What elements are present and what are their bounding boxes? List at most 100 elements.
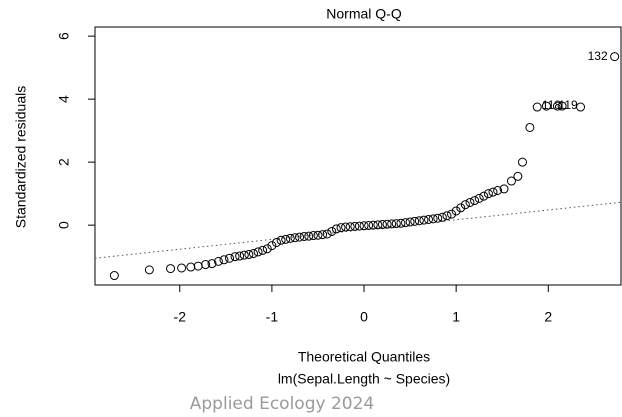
point (428, 214, 438, 224)
point (506, 176, 516, 186)
point (377, 220, 387, 230)
point (433, 213, 443, 223)
point (177, 263, 187, 273)
x-tick-label: 0 (360, 309, 368, 325)
point (424, 214, 434, 224)
point (493, 185, 503, 195)
point (290, 233, 300, 243)
point (262, 244, 272, 254)
point (576, 102, 586, 112)
point (488, 187, 498, 197)
point (253, 247, 263, 257)
point (368, 220, 378, 230)
point (235, 251, 245, 261)
point (276, 235, 286, 245)
point-label: 132 (588, 49, 608, 63)
x-tick-label: 2 (544, 309, 552, 325)
point (451, 206, 461, 216)
point (456, 203, 466, 213)
reference-line (94, 201, 622, 259)
point (272, 237, 282, 247)
point (387, 219, 397, 229)
point (225, 253, 235, 263)
point (219, 255, 229, 265)
point (230, 252, 240, 262)
point (336, 223, 346, 233)
x-tick-label: -1 (266, 309, 279, 325)
point (414, 216, 424, 226)
point (373, 220, 383, 230)
point (610, 52, 620, 62)
point (295, 232, 305, 242)
point (359, 221, 369, 231)
point (382, 219, 392, 229)
point (144, 265, 154, 275)
point (557, 101, 567, 111)
x-tick-label: 1 (452, 309, 460, 325)
point (410, 216, 420, 226)
point (483, 189, 493, 199)
point (532, 102, 542, 112)
point (391, 219, 401, 229)
point (304, 231, 314, 241)
subtitle: lm(Sepal.Length ~ Species) (278, 371, 450, 387)
point (239, 250, 249, 260)
point (322, 229, 332, 239)
point (186, 262, 196, 272)
point (318, 230, 328, 240)
point (345, 222, 355, 232)
point (447, 209, 457, 219)
y-tick-label: 6 (56, 32, 72, 40)
point (442, 211, 452, 221)
point (244, 249, 254, 259)
y-tick-label: 2 (56, 158, 72, 166)
point (109, 271, 119, 281)
point (281, 234, 291, 244)
x-tick-label: -2 (174, 309, 187, 325)
point (285, 233, 295, 243)
point (499, 184, 509, 194)
point (201, 260, 211, 270)
point (299, 231, 309, 241)
point (207, 259, 217, 269)
point (327, 226, 337, 236)
y-tick-label: 0 (56, 221, 72, 229)
point (541, 101, 551, 111)
point (308, 231, 318, 241)
x-axis-label: Theoretical Quantiles (298, 349, 430, 365)
point-label: 118 (542, 98, 561, 112)
point (465, 197, 475, 207)
point (331, 224, 341, 234)
point (474, 193, 484, 203)
point (341, 222, 351, 232)
point (166, 264, 176, 274)
watermark: Applied Ecology 2024 (190, 394, 374, 414)
y-axis-label: Standardized residuals (13, 86, 29, 228)
point (437, 212, 447, 222)
point (400, 218, 410, 228)
point (460, 200, 470, 210)
point (258, 245, 268, 255)
point (354, 221, 364, 231)
point (517, 157, 527, 167)
chart-title: Normal Q-Q (326, 6, 402, 22)
point (479, 191, 489, 201)
point (364, 220, 374, 230)
point (419, 215, 429, 225)
point (267, 241, 277, 251)
point (513, 171, 523, 181)
point (405, 217, 415, 227)
point (525, 122, 535, 132)
point (470, 196, 480, 206)
plot-frame (94, 26, 622, 286)
point-label: 119 (559, 98, 578, 112)
point (350, 221, 360, 231)
point (248, 248, 258, 258)
point (396, 218, 406, 228)
point (213, 256, 223, 266)
y-tick-label: 4 (56, 95, 72, 103)
point (313, 230, 323, 240)
point (193, 261, 203, 271)
